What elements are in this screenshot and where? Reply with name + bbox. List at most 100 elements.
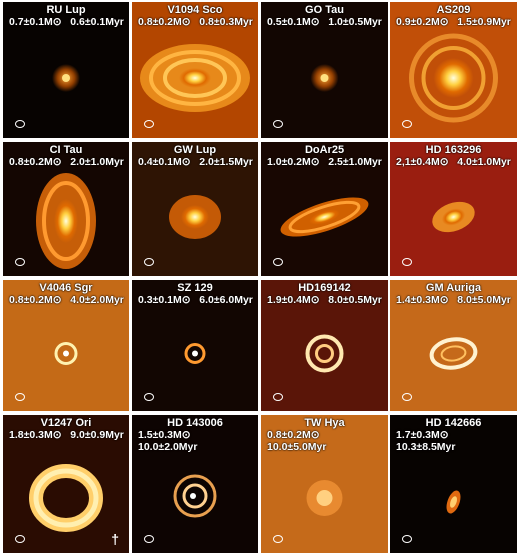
disk-panel: AS209 0.9±0.2M⊙ 1.5±0.9Myr [390,2,517,138]
disk-panel: HD 163296 2,1±0.4M⊙ 4.0±1.0Myr [390,142,517,276]
beam-ellipse [273,258,283,266]
mass-age-line: 0.9±0.2M⊙ 1.5±0.9Myr [396,16,511,28]
disk-panel: HD 143006 1.5±0.3M⊙ 10.0±2.0Myr [132,415,258,553]
beam-ellipse [144,120,154,128]
mass-age-line: 1.8±0.3M⊙ 9.0±0.9Myr [9,429,124,441]
age-line: 10.0±2.0Myr [138,441,198,453]
disk-image [280,197,369,237]
beam-ellipse [15,393,25,401]
beam-ellipse [15,258,25,266]
beam-ellipse [273,393,283,401]
panel-label: HD 143006 1.5±0.3M⊙ 10.0±2.0Myr [132,417,258,453]
disk-panel: HD 142666 1.7±0.3M⊙ 10.3±8.5Myr [390,415,517,553]
disk-image [306,480,343,516]
beam-ellipse [273,120,283,128]
object-name: TW Hya [304,417,345,429]
age-line: 10.3±8.5Myr [396,441,456,453]
object-name: GM Auriga [425,282,482,294]
disk-image [36,173,96,269]
object-name: GO Tau [305,4,344,16]
object-name: V1247 Ori [40,417,92,429]
disk-panel: DoAr25 1.0±0.2M⊙ 2.5±1.0Myr [261,142,388,276]
mass-age-line: 0.8±0.2M⊙ [267,429,320,441]
object-name: HD 163296 [425,144,482,156]
beam-ellipse [402,258,412,266]
disk-image [310,64,339,92]
panel-label: V1094 Sco 0.8±0.2M⊙ 0.8±0.3Myr [132,4,258,28]
disk-panel: CI Tau 0.8±0.2M⊙ 2.0±1.0Myr [3,142,129,276]
disk-image [184,343,206,364]
disk-image [29,464,103,532]
disk-panel: HD169142 1.9±0.4M⊙ 8.0±0.5Myr [261,280,388,411]
object-name: DoAr25 [304,144,345,156]
mass-age-line: 1.5±0.3M⊙ [138,429,191,441]
object-name: HD 143006 [167,417,223,429]
disk-panel: V1094 Sco 0.8±0.2M⊙ 0.8±0.3Myr [132,2,258,138]
mass-age-line: 0.5±0.1M⊙ 1.0±0.5Myr [267,16,382,28]
panel-label: HD169142 1.9±0.4M⊙ 8.0±0.5Myr [261,282,388,306]
disk-panel: GW Lup 0.4±0.1M⊙ 2.0±1.5Myr [132,142,258,276]
object-name: AS209 [436,4,471,16]
disk-image [409,33,498,123]
panel-label: HD 163296 2,1±0.4M⊙ 4.0±1.0Myr [390,144,517,168]
disk-image [140,44,250,112]
beam-ellipse [15,535,25,543]
mass-age-line: 1.0±0.2M⊙ 2.5±1.0Myr [267,156,382,168]
beam-ellipse [144,535,154,543]
beam-ellipse [273,535,283,543]
object-name: RU Lup [46,4,86,16]
mass-age-line: 0.4±0.1M⊙ 2.0±1.5Myr [138,156,253,168]
beam-ellipse [15,120,25,128]
object-name: CI Tau [49,144,83,156]
mass-age-line: 0.8±0.2M⊙ 4.0±2.0Myr [9,294,124,306]
mass-age-line: 0.8±0.2M⊙ 0.8±0.3Myr [138,16,253,28]
panel-label: HD 142666 1.7±0.3M⊙ 10.3±8.5Myr [390,417,517,453]
age-line: 10.0±5.0Myr [267,441,327,453]
disk-image [173,474,217,518]
beam-ellipse [402,393,412,401]
disk-image [432,201,475,233]
disk-panel: SZ 129 0.3±0.1M⊙ 6.0±6.0Myr [132,280,258,411]
disk-panel: GO Tau 0.5±0.1M⊙ 1.0±0.5Myr [261,2,388,138]
panel-label: DoAr25 1.0±0.2M⊙ 2.5±1.0Myr [261,144,388,168]
disk-panel: V1247 Ori 1.8±0.3M⊙ 9.0±0.9Myr † [3,415,129,553]
panel-label: CI Tau 0.8±0.2M⊙ 2.0±1.0Myr [3,144,129,168]
panel-label: GW Lup 0.4±0.1M⊙ 2.0±1.5Myr [132,144,258,168]
beam-ellipse [402,120,412,128]
beam-ellipse [144,258,154,266]
object-name: HD169142 [298,282,351,294]
mass-age-line: 2,1±0.4M⊙ 4.0±1.0Myr [396,156,511,168]
object-name: GW Lup [173,144,217,156]
mass-age-line: 0.8±0.2M⊙ 2.0±1.0Myr [9,156,124,168]
mass-age-line: 1.4±0.3M⊙ 8.0±5.0Myr [396,294,511,306]
panel-label: AS209 0.9±0.2M⊙ 1.5±0.9Myr [390,4,517,28]
panel-label: RU Lup 0.7±0.1M⊙ 0.6±0.1Myr [3,4,129,28]
object-name: V1094 Sco [167,4,223,16]
disk-image [305,334,344,373]
panel-label: V4046 Sgr 0.8±0.2M⊙ 4.0±2.0Myr [3,282,129,306]
disk-panel: RU Lup 0.7±0.1M⊙ 0.6±0.1Myr [3,2,129,138]
disk-panel: TW Hya 0.8±0.2M⊙ 10.0±5.0Myr [261,415,388,553]
mass-age-line: 1.9±0.4M⊙ 8.0±0.5Myr [267,294,382,306]
object-name: HD 142666 [425,417,482,429]
mass-age-line: 0.3±0.1M⊙ 6.0±6.0Myr [138,294,253,306]
disk-panel: GM Auriga 1.4±0.3M⊙ 8.0±5.0Myr [390,280,517,411]
panel-label: SZ 129 0.3±0.1M⊙ 6.0±6.0Myr [132,282,258,306]
disk-image [429,337,478,370]
beam-ellipse [402,535,412,543]
panel-label: GM Auriga 1.4±0.3M⊙ 8.0±5.0Myr [390,282,517,306]
disk-image [169,195,221,239]
panel-label: V1247 Ori 1.8±0.3M⊙ 9.0±0.9Myr [3,417,129,441]
object-name: V4046 Sgr [39,282,93,294]
beam-ellipse [144,393,154,401]
panel-label: TW Hya 0.8±0.2M⊙ 10.0±5.0Myr [261,417,388,453]
disk-panel: V4046 Sgr 0.8±0.2M⊙ 4.0±2.0Myr [3,280,129,411]
panel-label: GO Tau 0.5±0.1M⊙ 1.0±0.5Myr [261,4,388,28]
mass-age-line: 1.7±0.3M⊙ [396,429,449,441]
dagger-mark: † [111,531,119,547]
disk-image [446,490,461,514]
mass-age-line: 0.7±0.1M⊙ 0.6±0.1Myr [9,16,124,28]
disk-image [52,64,80,92]
disk-image [54,342,78,365]
